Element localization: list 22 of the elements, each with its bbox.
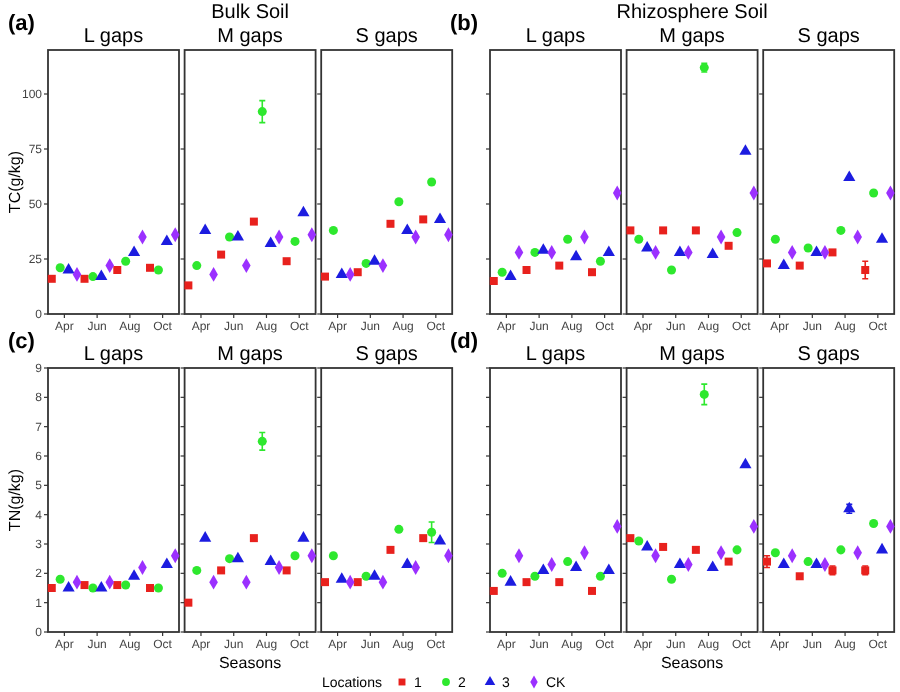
chart-title: S gaps [797,344,860,366]
chart-title: M gaps [659,344,725,366]
chart-title: S gaps [355,344,418,366]
text: (b) [450,12,479,36]
text: (a) [8,12,36,36]
text: Bulk Soil [211,2,290,24]
text: Rhizosphere Soil [616,2,768,24]
chart-title: M gaps [659,26,725,48]
text: (d) [450,330,479,354]
y-axis-title: TN(g/kg) [6,468,24,532]
chart-title: S gaps [355,26,418,48]
chart-title: L gaps [525,26,586,48]
chart-title: S gaps [797,26,860,48]
chart-title: L gaps [525,344,586,366]
chart-title: M gaps [217,26,283,48]
text: (c) [8,330,36,354]
x-axis-title: Seasons [660,654,724,672]
x-axis-title: Seasons [218,654,282,672]
y-axis-title: TC(g/kg) [6,150,24,214]
chart-title: L gaps [83,344,144,366]
chart-title: M gaps [217,344,283,366]
chart-title: L gaps [83,26,144,48]
